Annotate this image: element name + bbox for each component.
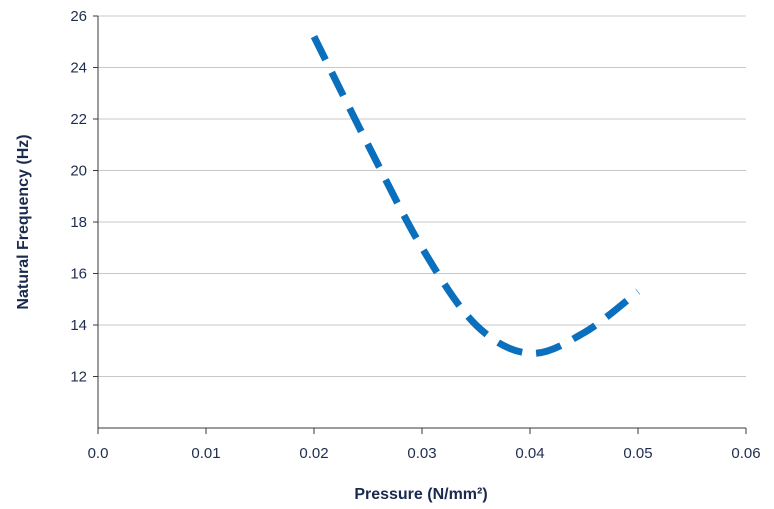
x-tick-label-5: 0.05 [623, 445, 652, 462]
x-tick-label-2: 0.02 [299, 445, 328, 462]
x-tick-label-1: 0.01 [191, 445, 220, 462]
x-tick-label-4: 0.04 [515, 445, 544, 462]
y-tick-label-24: 24 [70, 60, 87, 77]
y-tick-label-20: 20 [70, 163, 87, 180]
x-tick-label-6: 0.06 [731, 445, 760, 462]
axes [93, 15, 747, 434]
gridlines [98, 15, 746, 377]
x-tick-label-0: 0.0 [88, 445, 109, 462]
y-tick-label-14: 14 [70, 317, 87, 334]
x-axis-title: Pressure (N/mm²) [354, 486, 487, 503]
y-tick-label-12: 12 [70, 369, 87, 386]
y-tick-labels: 12 14 16 18 20 22 24 26 [70, 8, 87, 386]
series-group [310, 35, 641, 357]
y-tick-label-18: 18 [70, 214, 87, 231]
x-tick-labels: 0.0 0.01 0.02 0.03 0.04 0.05 0.06 [88, 445, 761, 462]
x-tick-label-3: 0.03 [407, 445, 436, 462]
y-tick-label-22: 22 [70, 111, 87, 128]
y-tick-label-16: 16 [70, 266, 87, 283]
series-line-0 [310, 35, 641, 357]
y-axis-title: Natural Frequency (Hz) [15, 134, 32, 309]
y-tick-label-26: 26 [70, 8, 87, 25]
